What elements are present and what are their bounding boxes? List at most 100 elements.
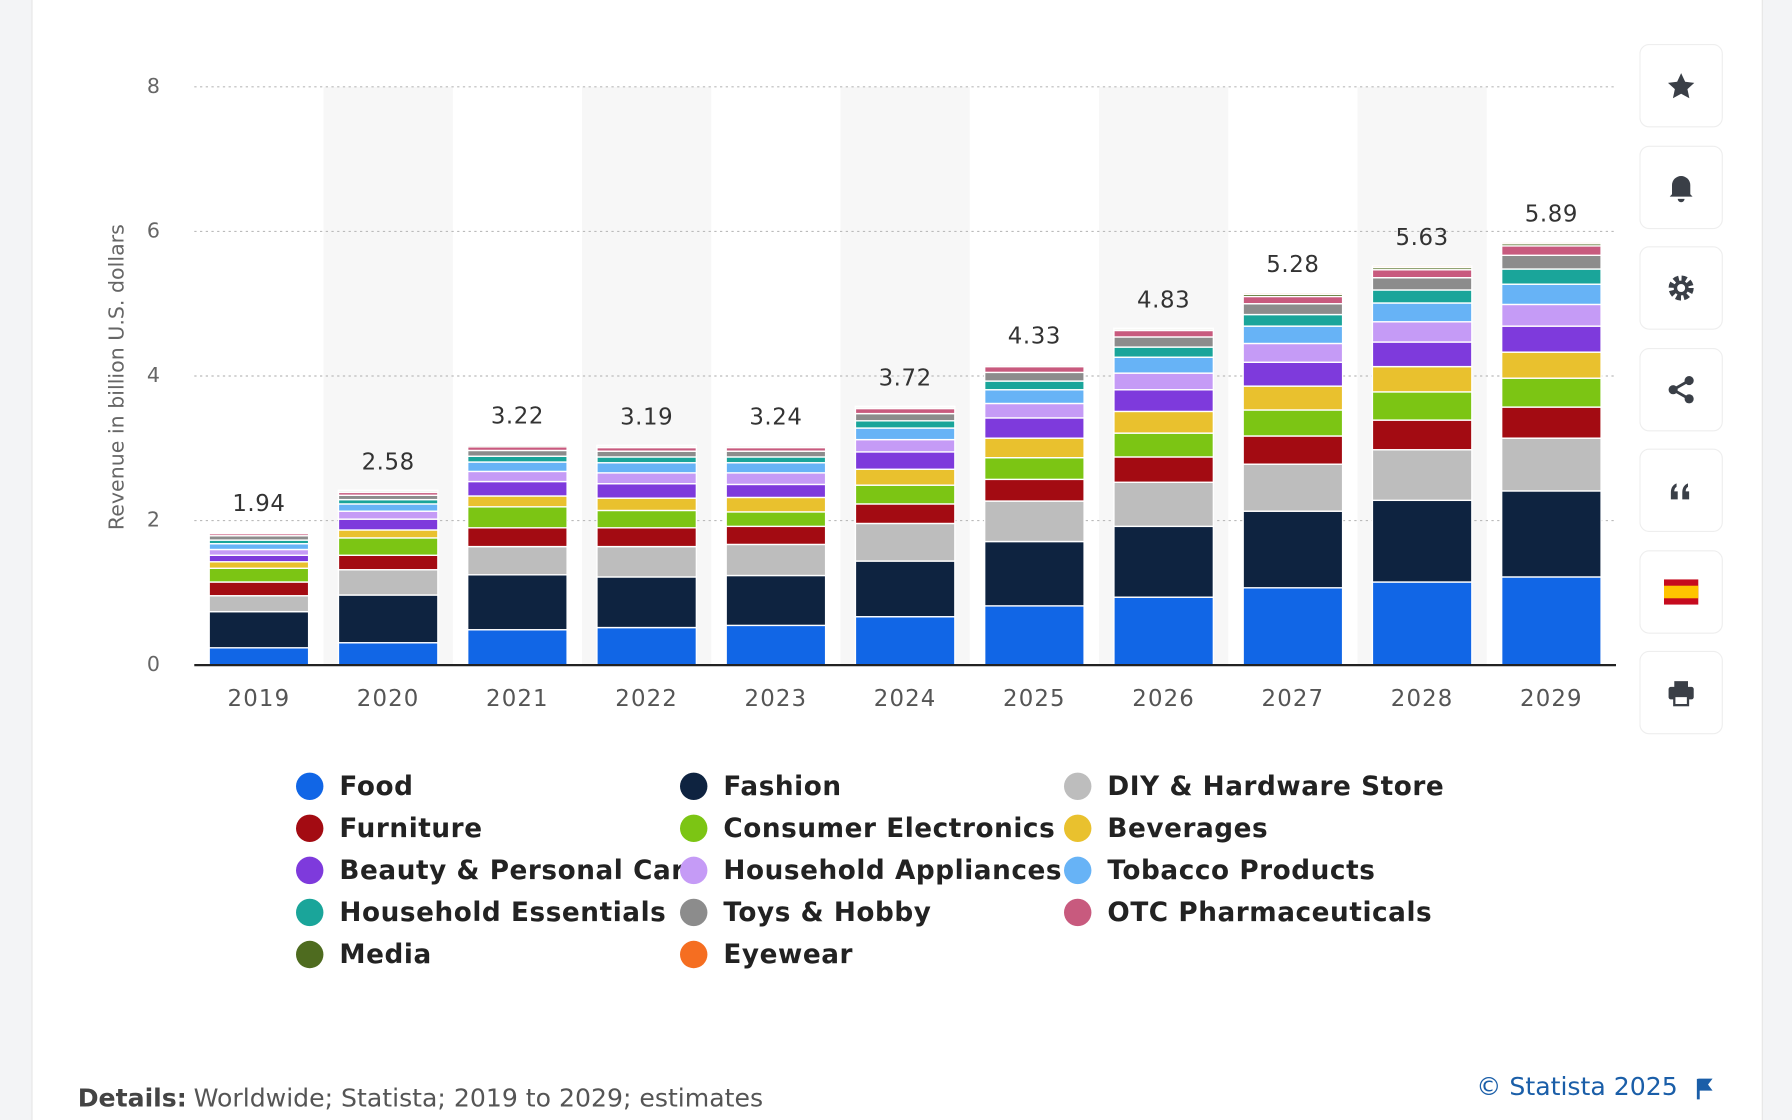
bar-segment bbox=[467, 527, 568, 548]
bar-segment bbox=[1113, 481, 1215, 528]
bar-segment bbox=[1242, 342, 1344, 363]
total-label: 4.33 bbox=[1008, 324, 1061, 350]
bar-segment bbox=[725, 462, 827, 474]
x-tick-label: 2021 bbox=[486, 686, 549, 712]
bar-segment bbox=[596, 444, 698, 447]
bar-segment bbox=[596, 497, 698, 512]
region-button[interactable] bbox=[1639, 550, 1723, 634]
x-tick-label: 2023 bbox=[745, 686, 808, 712]
bar-segment bbox=[1242, 313, 1344, 327]
y-axis-label: Revenue in billion U.S. dollars bbox=[105, 224, 129, 530]
cite-button[interactable] bbox=[1639, 448, 1723, 532]
bar-segment bbox=[1500, 377, 1602, 408]
bar-segment bbox=[1242, 409, 1344, 437]
total-label: 2.58 bbox=[362, 449, 415, 475]
bar-segment bbox=[467, 480, 568, 497]
bar-segment bbox=[1500, 437, 1602, 492]
plot: 0 2 4 6 8 1.94 2019 2.58 2020 3.22 2021 3.19 2022 3.2… bbox=[147, 74, 1616, 712]
legend-label: Beverages bbox=[1107, 814, 1268, 844]
bar-segment bbox=[208, 647, 310, 666]
bar-segment bbox=[337, 537, 439, 556]
bar-segment bbox=[725, 472, 827, 486]
bar-segment bbox=[1242, 292, 1344, 296]
bar-segment bbox=[854, 522, 956, 562]
bar-segment bbox=[983, 605, 1085, 666]
bar-segment bbox=[1371, 365, 1473, 393]
bar-segment bbox=[854, 468, 956, 486]
details-text: Worldwide; Statista; 2019 to 2029; estim… bbox=[194, 1083, 763, 1112]
total-label: 1.94 bbox=[232, 491, 285, 517]
bar-segment bbox=[854, 427, 956, 441]
bar-segment bbox=[983, 437, 1085, 459]
bar-segment bbox=[1113, 389, 1215, 413]
bar-segment bbox=[1371, 265, 1473, 269]
bar-segment bbox=[983, 365, 1085, 374]
alert-button[interactable] bbox=[1639, 145, 1723, 230]
bar-segment bbox=[854, 412, 956, 422]
bar-segment bbox=[1371, 341, 1473, 368]
bar-segment bbox=[1242, 303, 1344, 316]
bar-segment bbox=[467, 495, 568, 508]
bar-segment bbox=[854, 503, 956, 525]
bar-segment bbox=[1113, 336, 1215, 348]
bar-segment bbox=[1242, 587, 1344, 666]
favorite-button[interactable] bbox=[1639, 44, 1723, 128]
bar-segment bbox=[725, 496, 827, 513]
total-label: 5.89 bbox=[1525, 201, 1578, 227]
bar-segment bbox=[725, 574, 827, 627]
y-tick-label: 0 bbox=[147, 652, 160, 676]
x-tick-label: 2019 bbox=[228, 686, 291, 712]
bar-segment bbox=[337, 529, 439, 539]
legend-swatch bbox=[680, 772, 708, 800]
legend-label: Toys & Hobby bbox=[723, 898, 931, 928]
settings-button[interactable] bbox=[1639, 246, 1723, 330]
bar-segment bbox=[596, 509, 698, 529]
bar-segment bbox=[1500, 576, 1602, 666]
bar-segment bbox=[854, 407, 956, 415]
bar-segment bbox=[208, 567, 310, 583]
bar-segment bbox=[596, 545, 698, 578]
bar-segment bbox=[467, 461, 568, 473]
print-button[interactable] bbox=[1639, 650, 1723, 735]
bar-segment bbox=[725, 450, 827, 458]
legend: Food Fashion DIY & Hardware Store Furniture… bbox=[296, 772, 1444, 970]
legend-label: Household Appliances bbox=[723, 856, 1062, 886]
bar-segment bbox=[208, 610, 310, 649]
bar-segment bbox=[1371, 277, 1473, 291]
bar-segment bbox=[1242, 295, 1344, 305]
legend-swatch bbox=[296, 814, 324, 843]
bar-segment bbox=[1500, 254, 1602, 270]
bar-segment bbox=[983, 478, 1085, 502]
bar-segment bbox=[854, 484, 956, 505]
bar-segment bbox=[467, 443, 568, 447]
share-button[interactable] bbox=[1639, 347, 1723, 432]
legend-swatch bbox=[296, 856, 324, 885]
legend-label: Media bbox=[339, 940, 431, 970]
legend-label: DIY & Hardware Store bbox=[1107, 772, 1444, 802]
bar-segment bbox=[337, 594, 439, 644]
total-label: 5.28 bbox=[1266, 252, 1319, 278]
copyright[interactable]: © Statista 2025 bbox=[1476, 1072, 1677, 1101]
bar-segment bbox=[467, 506, 568, 529]
bar-segment bbox=[1113, 596, 1215, 666]
legend-label: Furniture bbox=[339, 814, 482, 844]
legend-label: Household Essentials bbox=[339, 898, 666, 928]
y-tick-label: 8 bbox=[147, 74, 160, 98]
x-tick-label: 2020 bbox=[357, 686, 420, 712]
bar-segment bbox=[854, 438, 956, 453]
bar-segment bbox=[1371, 449, 1473, 502]
legend-swatch bbox=[296, 940, 324, 969]
bar-segment bbox=[1113, 410, 1215, 434]
y-tick-label: 6 bbox=[147, 218, 160, 242]
bar-segment bbox=[1500, 490, 1602, 578]
details: Details: Worldwide; Statista; 2019 to 202… bbox=[78, 1083, 763, 1112]
legend-swatch bbox=[680, 940, 708, 969]
bar-segment bbox=[854, 405, 956, 408]
bar-segment bbox=[1113, 346, 1215, 358]
y-tick-label: 4 bbox=[147, 363, 160, 387]
bar-segment bbox=[467, 545, 568, 576]
legend-swatch bbox=[1064, 856, 1092, 885]
bar-segment bbox=[725, 483, 827, 499]
flag-icon[interactable] bbox=[1696, 1078, 1713, 1100]
